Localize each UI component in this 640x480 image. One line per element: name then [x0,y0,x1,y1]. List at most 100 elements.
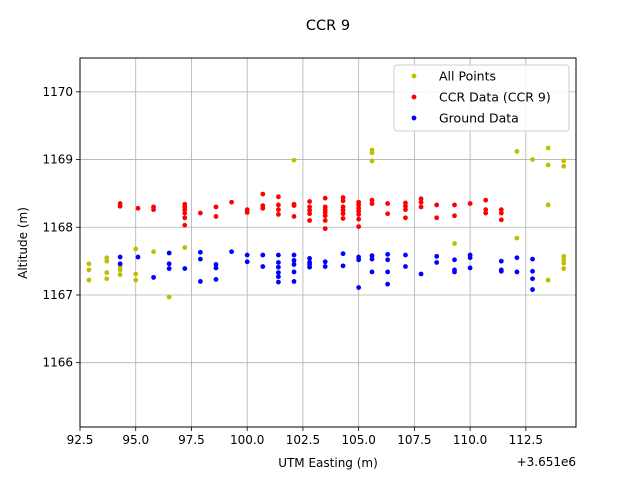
data-point [369,158,375,164]
data-point [322,264,328,269]
data-point [276,279,281,285]
data-point [369,256,375,262]
data-point [356,285,362,290]
data-point [530,276,535,282]
data-point [229,199,234,205]
data-point [356,202,362,208]
data-point [369,253,375,259]
data-point [434,253,440,259]
legend-entries: All Points CCR Data (CCR 9) Ground Data [411,69,551,126]
data-point [291,269,297,275]
chart-title: CCR 9 [306,18,350,34]
data-point [322,218,328,223]
data-point [340,251,346,257]
data-point [340,195,346,200]
data-point [340,263,346,269]
data-point [291,203,297,209]
data-point [260,264,266,269]
data-point [182,222,188,228]
data-point [322,213,328,219]
data-point [467,201,473,206]
data-point [117,272,123,278]
data-point [514,269,520,275]
data-point [117,267,123,273]
data-point [340,211,346,217]
data-point [356,212,362,217]
data-point [561,266,567,271]
data-point [260,252,266,258]
data-point [86,261,92,267]
data-point [356,208,362,214]
data-point [340,207,346,213]
data-point [561,257,567,263]
data-point [86,277,92,283]
data-point [356,224,362,229]
y-tick-label: 1169 [42,153,73,167]
data-point [369,269,375,275]
data-point [182,266,188,271]
data-point [530,287,535,292]
data-point [369,201,375,206]
data-point [545,162,551,168]
data-point [133,271,139,277]
data-point [483,207,489,213]
data-point [498,207,504,213]
data-point [276,207,281,213]
data-point [244,209,250,215]
data-point [403,264,408,269]
data-point [291,279,297,284]
legend: All Points CCR Data (CCR 9) Ground Data [393,64,570,132]
data-point [483,210,489,216]
data-point [182,245,188,250]
data-point [151,249,156,255]
axis-ticks: 92.5 95.0 97.5 100.0 102.5 105.0 107.5 110.0 112… [42,85,543,447]
data-point [166,294,172,300]
data-point [291,252,297,258]
data-point [276,202,281,208]
data-point [498,258,504,264]
legend-box [393,64,570,132]
data-point [307,218,313,223]
data-point [514,235,520,241]
x-tick-label: 92.5 [67,433,94,447]
data-point [340,204,346,210]
data-point [561,158,567,164]
data-point [356,216,362,222]
data-point [104,255,110,261]
data-point [213,214,219,219]
grid-lines [79,58,576,427]
data-point [561,253,567,259]
series-3 [117,249,535,292]
data-point [452,202,457,208]
series-2 [117,191,504,232]
y-tick-label: 1166 [42,356,73,370]
data-point [260,191,266,197]
data-point [135,205,141,211]
data-point [151,207,156,213]
data-point [356,257,362,263]
data-point [322,226,328,232]
x-tick-label: 102.5 [286,433,320,447]
data-point [276,270,281,276]
x-tick-label: 105.0 [341,433,375,447]
data-point [307,207,313,213]
data-point [467,255,473,261]
data-point [276,260,281,265]
data-point [403,207,408,213]
data-point [434,202,440,208]
x-tick-label: 95.0 [122,433,149,447]
data-point [182,215,188,221]
data-point [276,194,281,200]
data-point [307,199,313,204]
data-point [452,241,457,246]
data-point [418,196,424,202]
data-point [498,217,504,223]
data-point [434,260,440,265]
data-point [291,157,297,163]
data-point [403,200,408,206]
data-point [403,215,408,221]
data-point [340,198,346,204]
data-point [104,270,110,276]
data-point [197,279,203,284]
data-point [104,258,110,264]
